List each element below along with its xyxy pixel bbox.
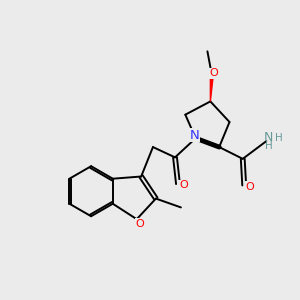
Text: O: O bbox=[209, 68, 218, 78]
Text: H: H bbox=[275, 133, 283, 142]
Polygon shape bbox=[210, 75, 213, 101]
Text: N: N bbox=[189, 129, 199, 142]
Text: O: O bbox=[179, 180, 188, 190]
Text: O: O bbox=[135, 219, 144, 229]
Text: H: H bbox=[265, 142, 272, 152]
Text: N: N bbox=[264, 131, 273, 144]
Text: O: O bbox=[245, 182, 254, 192]
